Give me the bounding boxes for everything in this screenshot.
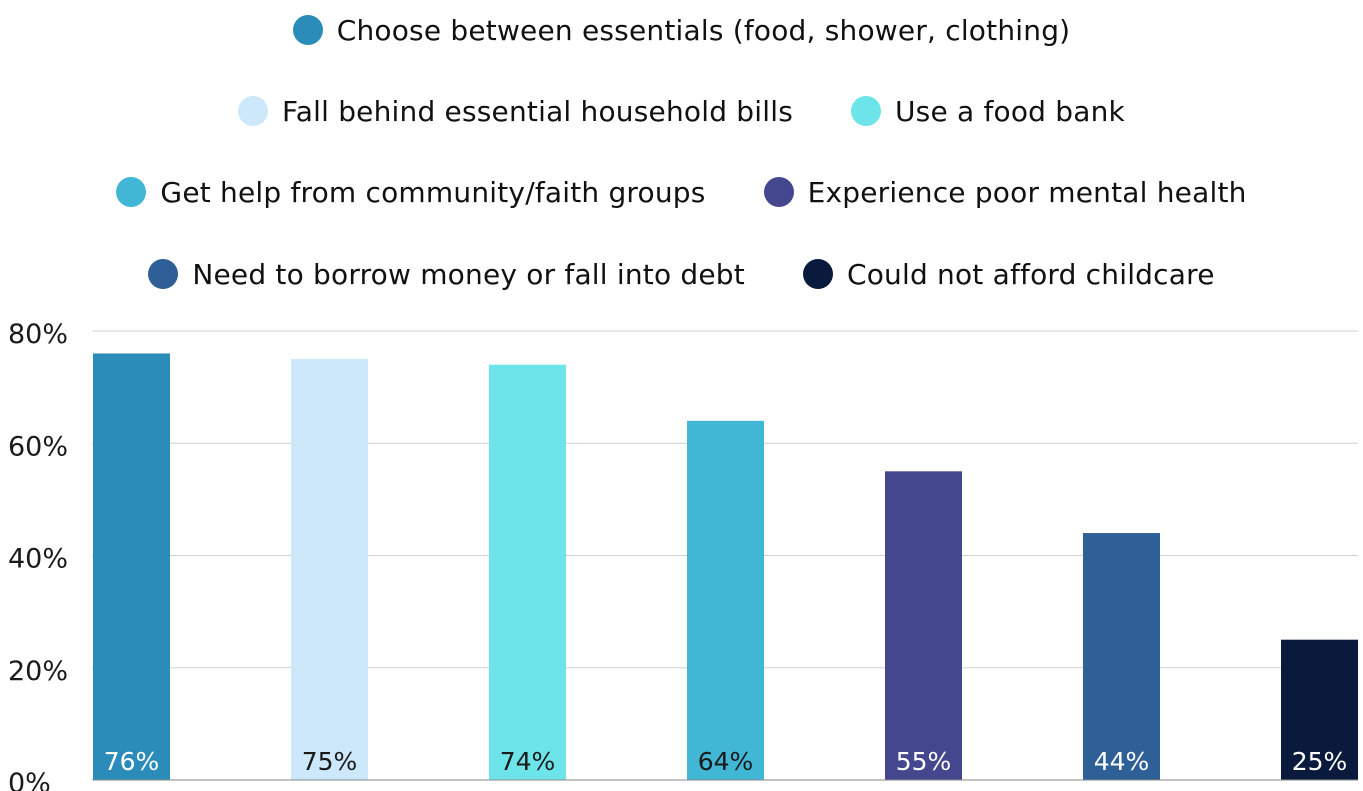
legend-swatch (763, 177, 794, 207)
legend-swatch (238, 96, 269, 126)
legend-row: Need to borrow money or fall into debt Co… (0, 252, 1363, 296)
legend-row: Get help from community/faith groups Expe… (0, 170, 1363, 214)
legend-swatch (148, 259, 179, 289)
bar (885, 471, 962, 780)
y-tick-label: 80% (8, 319, 68, 350)
data-label: 76% (104, 747, 160, 776)
legend-label: Get help from community/faith groups (160, 175, 706, 209)
legend-label: Experience poor mental health (807, 175, 1247, 209)
legend-item: Get help from community/faith groups (116, 176, 705, 209)
bar (291, 359, 368, 780)
legend-item: Could not afford childcare (802, 257, 1215, 291)
legend-label: Need to borrow money or fall into debt (192, 257, 745, 291)
bar (687, 420, 764, 780)
legend-row: Fall behind essential household bills Use… (0, 89, 1363, 133)
legend-swatch (292, 15, 323, 45)
legend-item: Choose between essentials (food, shower,… (292, 13, 1071, 47)
bar (1083, 533, 1160, 780)
bar (93, 353, 170, 780)
legend-label: Choose between essentials (food, shower,… (336, 13, 1071, 47)
y-tick-label: 20% (8, 656, 68, 687)
legend-row: Choose between essentials (food, shower,… (0, 8, 1363, 52)
y-tick-label: 60% (8, 431, 68, 462)
data-label: 75% (302, 747, 358, 776)
legend-swatch (850, 96, 881, 126)
data-label: 55% (896, 747, 952, 776)
legend-swatch (116, 177, 147, 207)
y-tick-label: 40% (8, 544, 68, 575)
legend-label: Could not afford childcare (846, 257, 1215, 291)
data-label: 44% (1094, 747, 1150, 776)
bar (1281, 639, 1358, 780)
legend-item: Fall behind essential household bills (238, 95, 793, 128)
data-label: 74% (500, 747, 556, 776)
bar (489, 364, 566, 780)
legend-item: Experience poor mental health (763, 175, 1247, 209)
data-label: 64% (698, 747, 754, 776)
data-label: 25% (1292, 747, 1348, 776)
legend-item: Need to borrow money or fall into debt (148, 258, 745, 291)
legend-item: Use a food bank (850, 94, 1125, 128)
y-tick-label: 0% (8, 768, 51, 791)
legend-label: Fall behind essential household bills (282, 94, 793, 128)
legend-label: Use a food bank (894, 94, 1125, 128)
legend-swatch (802, 259, 833, 289)
